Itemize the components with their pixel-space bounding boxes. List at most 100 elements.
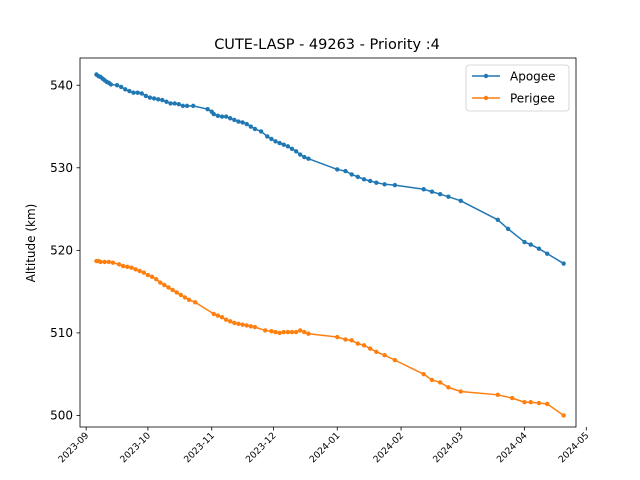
perigee-point: [244, 323, 249, 328]
apogee-point: [244, 121, 249, 127]
y-tick-label: 540: [50, 78, 73, 92]
perigee-point: [186, 297, 192, 303]
apogee-point: [232, 117, 237, 123]
perigee-point: [248, 324, 254, 329]
perigee-point: [510, 395, 515, 401]
perigee-point: [145, 272, 151, 278]
perigee-point: [98, 259, 103, 265]
apogee-point: [219, 114, 225, 119]
apogee-point: [160, 97, 165, 103]
apogee-point: [522, 239, 527, 245]
perigee-point: [273, 329, 278, 335]
perigee-point: [522, 400, 527, 405]
apogee-point: [306, 156, 311, 161]
apogee-point: [248, 124, 254, 129]
perigee-point: [349, 338, 354, 343]
perigee-point: [178, 292, 184, 298]
legend: Apogee Perigee: [465, 64, 570, 112]
perigee-point: [544, 401, 550, 407]
apogee-point: [458, 198, 463, 204]
apogee-point: [536, 246, 542, 251]
apogee-point: [265, 134, 270, 139]
perigee-point: [166, 285, 171, 290]
perigee-point: [232, 320, 237, 326]
apogee-point: [240, 120, 245, 125]
perigee-point: [285, 329, 291, 335]
legend-perigee-marker: [483, 95, 489, 101]
apogee-point: [114, 83, 120, 88]
perigee-point: [269, 329, 274, 334]
perigee-point: [133, 267, 138, 272]
apogee-series: [94, 72, 566, 266]
perigee-point: [149, 274, 155, 279]
y-tick-label: 520: [50, 244, 73, 258]
perigee-point: [125, 264, 130, 270]
apogee-point: [228, 116, 233, 121]
perigee-point: [277, 330, 282, 336]
perigee-point: [141, 270, 146, 275]
apogee-point: [285, 144, 291, 149]
perigee-point: [219, 315, 225, 320]
apogee-point: [147, 95, 153, 100]
perigee-point: [228, 319, 233, 324]
apogee-point: [127, 88, 132, 94]
perigee-point: [129, 265, 134, 270]
perigee-point: [182, 295, 188, 300]
perigee-point: [536, 400, 542, 406]
apogee-point: [131, 90, 136, 95]
perigee-point: [421, 371, 426, 377]
apogee-point: [361, 177, 367, 182]
perigee-point: [121, 263, 126, 269]
perigee-point: [335, 334, 340, 340]
apogee-point: [277, 140, 282, 146]
apogee-point: [184, 103, 190, 109]
apogee-point: [343, 168, 348, 174]
perigee-point: [374, 349, 379, 355]
apogee-point: [156, 97, 161, 102]
apogee-point: [446, 194, 451, 199]
perigee-series: [94, 258, 566, 418]
perigee-point: [170, 287, 175, 293]
apogee-point: [135, 90, 140, 95]
apogee-point: [211, 111, 216, 117]
apogee-point: [252, 126, 258, 132]
apogee-point: [191, 103, 196, 109]
apogee-point: [273, 139, 278, 144]
apogee-point: [495, 217, 500, 222]
apogee-point: [392, 182, 398, 188]
y-tick-label: 500: [50, 409, 73, 423]
perigee-point: [106, 259, 112, 265]
perigee-point: [162, 282, 167, 288]
y-axis-label: Altitude (km): [24, 204, 38, 283]
apogee-point: [437, 192, 443, 197]
perigee-point: [392, 357, 398, 363]
perigee-point: [215, 313, 221, 318]
chart-title: CUTE-LASP - 49263 - Priority :4: [214, 37, 440, 53]
perigee-point: [302, 329, 307, 335]
perigee-point: [240, 322, 245, 327]
perigee-point: [495, 392, 500, 398]
apogee-point: [172, 101, 177, 106]
axes-frame: [79, 57, 577, 428]
perigee-point: [263, 328, 268, 333]
apogee-point: [139, 91, 144, 96]
perigee-point: [458, 389, 463, 394]
perigee-point: [343, 337, 348, 342]
perigee-point: [174, 290, 179, 295]
apogee-point: [293, 149, 299, 154]
apogee-point: [289, 146, 295, 152]
apogee-point: [180, 103, 186, 109]
perigee-point: [236, 321, 241, 327]
apogee-point: [223, 114, 229, 119]
apogee-point: [367, 178, 373, 184]
perigee-point: [102, 259, 107, 265]
perigee-point: [298, 328, 303, 333]
apogee-point: [258, 129, 264, 134]
perigee-point: [355, 341, 361, 346]
apogee-point: [505, 226, 511, 232]
perigee-point: [361, 343, 367, 348]
apogee-point: [374, 180, 379, 185]
perigee-point: [211, 311, 216, 317]
apogee-point: [281, 142, 286, 147]
